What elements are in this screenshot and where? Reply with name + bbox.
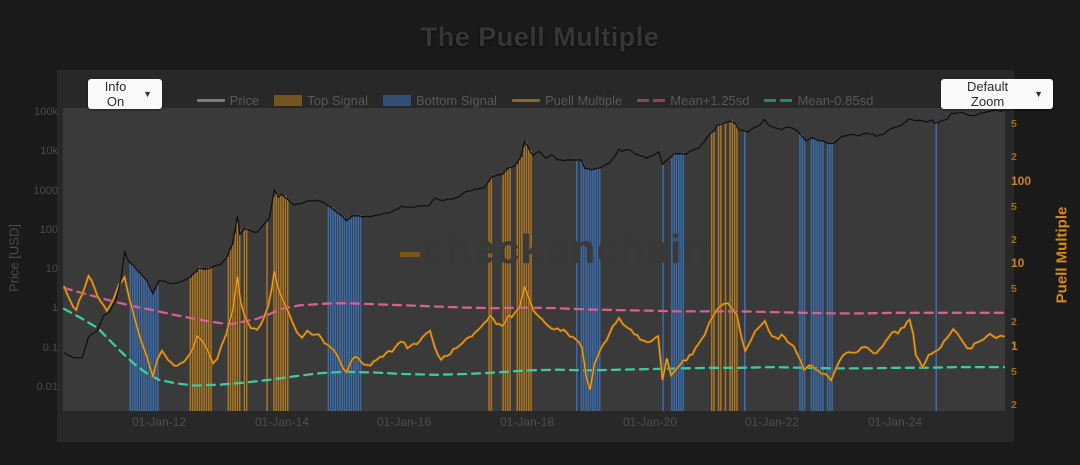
legend-label: Puell Multiple [544, 92, 623, 108]
zoom-preset-label: Default Zoom [966, 79, 1009, 109]
legend-swatch-dash [764, 98, 793, 102]
page-title: The Puell Multiple [420, 22, 660, 52]
legend-label: Mean-0.85sd [797, 92, 874, 108]
price-axis-tick-label: 0.01 [36, 381, 58, 393]
legend-swatch-bar [274, 94, 303, 106]
legend-item-price[interactable]: Price [196, 92, 260, 108]
legend-swatch-line [511, 98, 540, 102]
puell-axis-tick-label: 5 [1011, 118, 1017, 130]
watermark: checkonchain [400, 226, 708, 273]
legend-label: Price [229, 92, 260, 108]
price-axis-tick-label: 1000 [33, 185, 58, 197]
zoom-preset-dropdown[interactable]: Default Zoom ▼ [941, 79, 1053, 109]
puell-axis-tick-label: 2 [1011, 151, 1017, 163]
x-axis-tick-label: 01-Jan-18 [499, 415, 555, 429]
legend-item-mean-0-85sd[interactable]: Mean-0.85sd [764, 93, 873, 108]
watermark-text: checkonchain [423, 226, 709, 272]
chevron-down-icon: ▼ [143, 89, 152, 99]
price-axis-tick-label: 100k [34, 106, 58, 118]
price-axis-tick-label: 100 [39, 224, 58, 236]
puell-axis-tick-label: 5 [1011, 283, 1017, 295]
price-axis-tick-label: 0.1 [42, 342, 58, 354]
legend-item-top-signal[interactable]: Top Signal [274, 93, 368, 108]
price-axis-tick-label: 10 [45, 263, 58, 275]
x-axis-tick-label: 01-Jan-24 [867, 415, 923, 429]
x-axis-tick-label: 01-Jan-20 [622, 415, 678, 429]
chevron-down-icon: ▼ [1034, 89, 1043, 99]
info-toggle-label: Info On [104, 79, 127, 109]
legend-swatch-bar [383, 94, 412, 106]
watermark-dash-icon [400, 252, 420, 257]
puell-axis-tick-label: 5 [1011, 366, 1017, 378]
legend-swatch-dash [637, 98, 666, 102]
legend-item-puell-multiple[interactable]: Puell Multiple [511, 92, 623, 108]
puell-axis-tick-label: 10 [1011, 256, 1025, 270]
legend-label: Top Signal [307, 92, 369, 108]
x-axis-tick-label: 01-Jan-12 [131, 415, 187, 429]
puell-axis-tick-label: 2 [1011, 234, 1017, 246]
puell-axis-tick-label: 5 [1011, 201, 1017, 213]
puell-axis-tick-label: 100 [1011, 174, 1032, 188]
x-axis-tick-label: 01-Jan-14 [254, 415, 310, 429]
puell-axis-tick-label: 2 [1011, 399, 1017, 411]
puell-axis-tick-label: 2 [1011, 316, 1017, 328]
puell-axis-tick-label: 1 [1011, 339, 1018, 353]
legend-label: Mean+1.25sd [670, 92, 750, 108]
x-axis-tick-label: 01-Jan-22 [744, 415, 800, 429]
price-axis-tick-label: 1 [51, 302, 58, 314]
plot-area-background [63, 108, 1005, 411]
x-axis-tick-label: 01-Jan-16 [376, 415, 432, 429]
info-toggle-dropdown[interactable]: Info On ▼ [88, 79, 162, 109]
legend-label: Bottom Signal [416, 92, 497, 108]
legend-swatch-line [196, 98, 225, 102]
price-axis-tick-label: 10k [40, 145, 58, 157]
chart-legend: Price Top Signal Bottom Signal Puell Multip… [60, 90, 1010, 110]
legend-item-bottom-signal[interactable]: Bottom Signal [383, 93, 497, 108]
puell-axis-title: Puell Multiple [1053, 206, 1071, 304]
legend-item-mean-1-25sd[interactable]: Mean+1.25sd [637, 93, 749, 108]
